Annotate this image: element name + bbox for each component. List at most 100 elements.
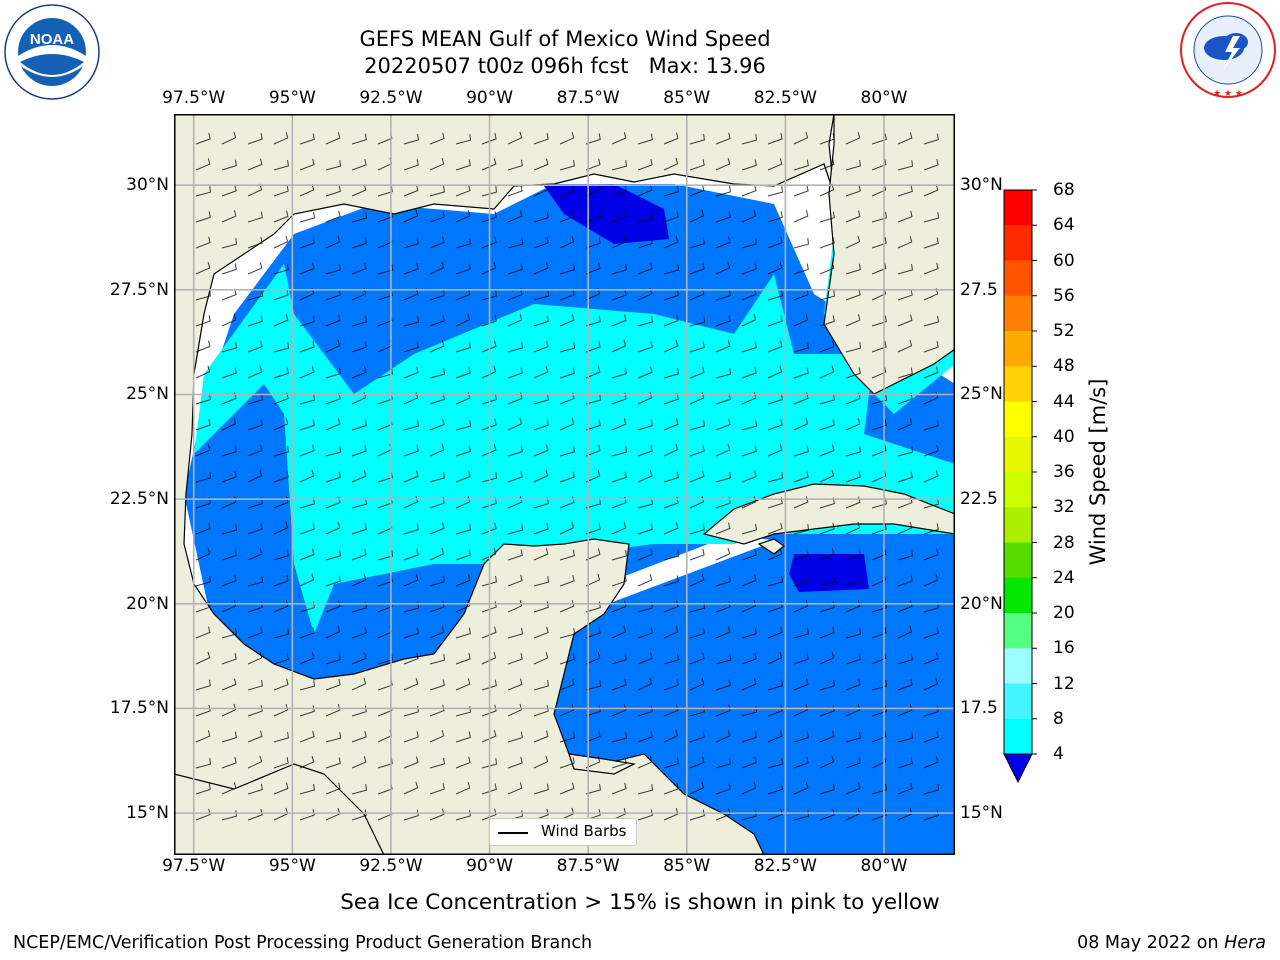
wind-barb — [897, 704, 913, 717]
wind-barb — [403, 419, 419, 431]
lat-tick-right: 30°N — [960, 175, 1003, 196]
wind-barb — [897, 289, 913, 301]
wind-barb — [897, 185, 913, 197]
wind-barb — [897, 314, 913, 327]
wind-barb — [195, 211, 211, 223]
wind-barb — [299, 783, 315, 795]
colorbar-tick-label: 36 — [1053, 462, 1075, 482]
wind-barb — [767, 444, 783, 457]
wind-barb — [871, 211, 887, 223]
wind-barb — [741, 366, 757, 379]
wind-barb — [611, 314, 627, 327]
wind-barb — [377, 653, 393, 665]
wind-barb — [247, 158, 263, 171]
wind-barb — [897, 210, 913, 223]
wind-barb — [767, 704, 783, 717]
wind-barb — [559, 678, 575, 691]
wind-barb — [429, 289, 445, 301]
wind-barb — [767, 758, 784, 769]
wind-barb — [429, 132, 445, 145]
wind-barb — [559, 782, 575, 795]
wind-barb — [507, 599, 523, 613]
wind-barb — [897, 782, 913, 795]
wind-barb — [403, 237, 419, 249]
colorbar-tick-label: 40 — [1053, 426, 1075, 447]
wind-barb — [325, 757, 341, 769]
wind-zone-lt4-caribbean — [789, 554, 869, 592]
wind-barb — [793, 159, 809, 171]
wind-barb — [689, 133, 705, 145]
wind-barb — [663, 600, 679, 613]
wind-barb — [221, 627, 237, 639]
sea-ice-note: Sea Ice Concentration > 15% is shown in … — [340, 890, 940, 915]
wind-barb — [741, 495, 757, 509]
wind-barb — [533, 340, 549, 353]
wind-barb — [819, 651, 835, 665]
wind-barb — [195, 808, 211, 821]
colorbar-tick-label: 12 — [1053, 673, 1075, 694]
colorbar-label: Wind Speed [m/s] — [1086, 378, 1110, 566]
wind-barb — [637, 158, 653, 171]
wind-barb — [273, 628, 290, 639]
wind-barb — [481, 522, 497, 535]
noaa-logo: NOAA — [4, 4, 100, 100]
wind-barb — [845, 653, 861, 665]
wind-barb — [663, 132, 679, 145]
wind-barb — [429, 654, 446, 665]
wind-barb — [845, 703, 861, 717]
wind-barb — [793, 574, 809, 587]
wind-barb — [377, 264, 394, 275]
wind-barb — [481, 444, 497, 457]
lon-tick-bottom: 85°W — [663, 856, 711, 876]
wind-barb — [897, 339, 913, 353]
wind-barb — [455, 495, 471, 509]
wind-barb — [715, 757, 731, 769]
wind-barb — [871, 680, 888, 691]
wind-barb — [351, 133, 367, 145]
wind-barb — [299, 730, 315, 743]
wind-barb — [767, 186, 784, 197]
wind-barb — [221, 417, 237, 431]
wind-barb — [845, 367, 861, 379]
wind-barb — [793, 470, 809, 483]
wind-barb — [299, 394, 316, 405]
wind-barb — [637, 133, 653, 145]
wind-barb — [533, 133, 549, 145]
wind-barb — [299, 237, 315, 249]
wind-barb — [923, 573, 939, 587]
wind-barb — [195, 393, 211, 405]
wind-barb — [611, 132, 627, 145]
wind-barb — [299, 705, 315, 717]
wind-barb — [585, 444, 601, 457]
wind-barb — [299, 133, 315, 145]
wind-barb — [325, 653, 341, 665]
wind-barb — [195, 365, 211, 379]
wind-barb — [923, 133, 939, 145]
wind-barb — [403, 159, 419, 171]
wind-barb — [351, 158, 367, 171]
wind-barb — [351, 677, 367, 691]
wind-barb — [923, 184, 939, 197]
wind-barb — [715, 236, 731, 249]
wind-barb — [351, 705, 367, 717]
wind-barb — [273, 549, 289, 561]
wind-barb — [923, 627, 939, 639]
wind-barb — [897, 678, 913, 691]
wind-barb — [429, 626, 445, 639]
wind-barb — [715, 393, 731, 405]
wind-barb — [533, 651, 549, 665]
wind-barb — [793, 524, 810, 535]
wind-barb — [585, 626, 601, 639]
wind-barb — [611, 339, 627, 353]
wind-barb — [871, 809, 887, 821]
wind-barb — [767, 261, 783, 275]
lon-tick-top: 82.5°W — [753, 88, 817, 108]
wind-barb — [403, 316, 420, 327]
wind-barb — [793, 367, 809, 379]
colorbar-segment — [1004, 225, 1032, 261]
wind-barb — [351, 470, 367, 483]
wind-barb — [299, 652, 315, 665]
wind-barb — [741, 652, 757, 665]
wind-barb — [871, 394, 888, 405]
wind-barb — [923, 756, 939, 769]
